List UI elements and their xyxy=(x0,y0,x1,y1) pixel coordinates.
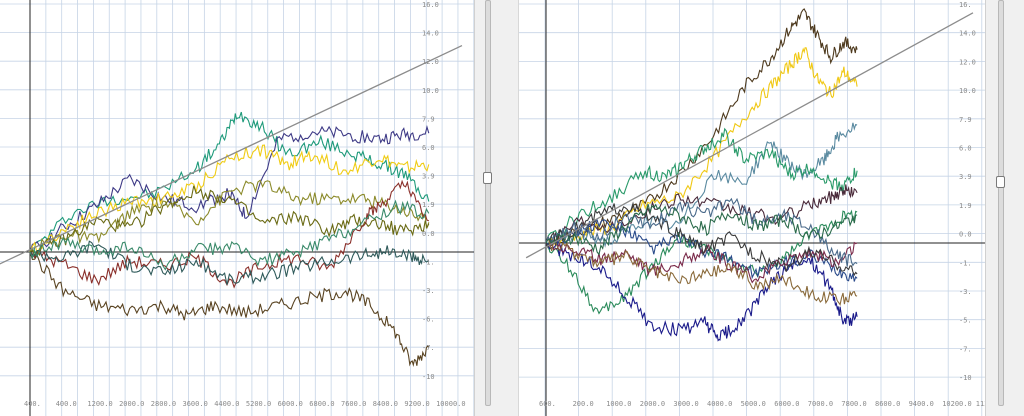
x-tick-label: 7000.0 xyxy=(808,400,833,408)
x-tick-label: 6000.0 xyxy=(278,400,303,408)
x-tick-label: 7800.0 xyxy=(841,400,866,408)
y-tick-label: 0.0 xyxy=(422,230,435,238)
horizontal-gridlines xyxy=(519,3,985,378)
y-tick-label: -5. xyxy=(959,317,972,325)
left-slider-thumb[interactable] xyxy=(483,172,492,184)
series-line-6 xyxy=(29,179,429,289)
y-tick-label: -3. xyxy=(422,287,435,295)
series-line-4 xyxy=(29,179,430,257)
right-chart-panel: 16. 14.0 12.0 10.0 7.9 6.0 3.9 1.9 0.0 -1. -3. -5. -… xyxy=(519,0,985,416)
y-tick-label: 10.0 xyxy=(959,87,976,95)
right-line-chart: 16. 14.0 12.0 10.0 7.9 6.0 3.9 1.9 0.0 -1. -3. -5. -… xyxy=(519,0,985,416)
series-line-2 xyxy=(29,125,430,253)
y-tick-label: -7. xyxy=(959,345,972,353)
y-tick-label: 16. xyxy=(959,1,972,9)
y-tick-label: -3. xyxy=(959,288,972,296)
vertical-gridlines xyxy=(29,0,474,416)
y-tick-label: 1.9 xyxy=(959,202,972,210)
y-tick-label: 12.0 xyxy=(422,58,439,66)
x-tick-label: 11200.0 xyxy=(976,400,985,408)
series-line-1 xyxy=(29,111,430,256)
y-tick-label: 16.0 xyxy=(422,1,439,9)
x-tick-label: 6800.0 xyxy=(309,400,334,408)
y-tick-label: -1. xyxy=(422,258,435,266)
y-tick-label: 14.0 xyxy=(422,30,439,38)
x-tick-label: 7600.0 xyxy=(341,400,366,408)
x-tick-label: 200.0 xyxy=(573,400,594,408)
left-vertical-slider[interactable] xyxy=(474,0,519,416)
series-line-4 xyxy=(545,127,858,244)
y-tick-labels: 16.0 14.0 12.0 10.0 7.9 6.0 3.9 1.9 0.0 -1. -3. -6.… xyxy=(422,1,439,381)
x-tick-label: 600. xyxy=(539,400,556,408)
series-line-8 xyxy=(545,219,858,282)
x-tick-label: 4000.0 xyxy=(707,400,732,408)
series-line-5 xyxy=(545,184,858,247)
x-tick-label: 10200.0 xyxy=(942,400,972,408)
x-tick-label: 3600.0 xyxy=(183,400,208,408)
x-tick-label: 5200.0 xyxy=(246,400,271,408)
x-tick-label: 4400.0 xyxy=(214,400,239,408)
series-line-7 xyxy=(545,240,858,342)
x-tick-label: 10000.0 xyxy=(436,400,466,408)
series-line-12 xyxy=(545,197,858,267)
x-tick-label: 2000.0 xyxy=(119,400,144,408)
y-tick-label: 3.9 xyxy=(959,173,972,181)
y-tick-label: 1.9 xyxy=(422,201,435,209)
series-group xyxy=(545,8,858,342)
x-tick-label: 8400.0 xyxy=(373,400,398,408)
series-line-7 xyxy=(29,240,429,285)
y-tick-label: -10 xyxy=(422,373,435,381)
x-tick-label: 5000.0 xyxy=(741,400,766,408)
series-group xyxy=(29,111,430,367)
y-tick-label: -10 xyxy=(959,374,972,382)
series-line-3 xyxy=(545,122,858,251)
x-tick-label: 6000.0 xyxy=(774,400,799,408)
x-tick-labels: 400. 400.0 1200.0 2000.0 2800.0 3600.0 4400.0 5… xyxy=(24,400,466,408)
horizontal-gridlines xyxy=(0,3,474,377)
y-tick-label: 0.0 xyxy=(959,231,972,239)
series-line-11 xyxy=(545,235,858,306)
trend-line xyxy=(525,12,974,259)
y-tick-label: 10.0 xyxy=(422,87,439,95)
left-line-chart: 16.0 14.0 12.0 10.0 7.9 6.0 3.9 1.9 0.0 -1. -3. -6.… xyxy=(0,0,474,416)
series-line-8 xyxy=(29,251,430,367)
x-tick-label: 1000.0 xyxy=(606,400,631,408)
right-slider-thumb[interactable] xyxy=(996,176,1005,188)
y-tick-label: 6.0 xyxy=(959,145,972,153)
y-tick-labels: 16. 14.0 12.0 10.0 7.9 6.0 3.9 1.9 0.0 -1. -3. -5. -… xyxy=(959,1,976,382)
x-tick-label: 2800.0 xyxy=(151,400,176,408)
y-tick-label: -7. xyxy=(422,344,435,352)
series-line-13 xyxy=(545,203,858,256)
x-tick-label: 3000.0 xyxy=(673,400,698,408)
x-tick-label: 9200.0 xyxy=(404,400,429,408)
series-line-5 xyxy=(29,185,430,257)
series-line-9 xyxy=(29,199,430,271)
series-line-10 xyxy=(545,201,858,277)
left-slider-track[interactable] xyxy=(485,0,491,406)
x-tick-label: 400.0 xyxy=(56,400,77,408)
y-tick-label: 14.0 xyxy=(959,30,976,38)
y-tick-label: -1. xyxy=(959,259,972,267)
y-tick-label: -6. xyxy=(422,316,435,324)
series-line-3 xyxy=(29,144,430,255)
x-tick-label: 2000.0 xyxy=(640,400,665,408)
vertical-gridlines xyxy=(544,0,983,416)
y-tick-label: 3.9 xyxy=(422,173,435,181)
x-tick-label: 400. xyxy=(24,400,41,408)
x-tick-label: 9400.0 xyxy=(909,400,934,408)
left-chart-panel: 16.0 14.0 12.0 10.0 7.9 6.0 3.9 1.9 0.0 -1. -3. -6.… xyxy=(0,0,474,416)
y-tick-label: 12.0 xyxy=(959,58,976,66)
x-tick-labels: 600. 200.0 1000.0 2000.0 3000.0 4000.0 5000.0 6… xyxy=(539,400,985,408)
trend-line xyxy=(0,44,463,265)
y-tick-label: 7.9 xyxy=(422,115,435,123)
right-slider-track[interactable] xyxy=(998,0,1004,406)
x-tick-label: 8600.0 xyxy=(875,400,900,408)
right-vertical-slider[interactable] xyxy=(985,0,1024,416)
series-line-1 xyxy=(545,8,858,246)
y-tick-label: 6.0 xyxy=(422,144,435,152)
y-tick-label: 7.9 xyxy=(959,116,972,124)
x-tick-label: 1200.0 xyxy=(87,400,112,408)
